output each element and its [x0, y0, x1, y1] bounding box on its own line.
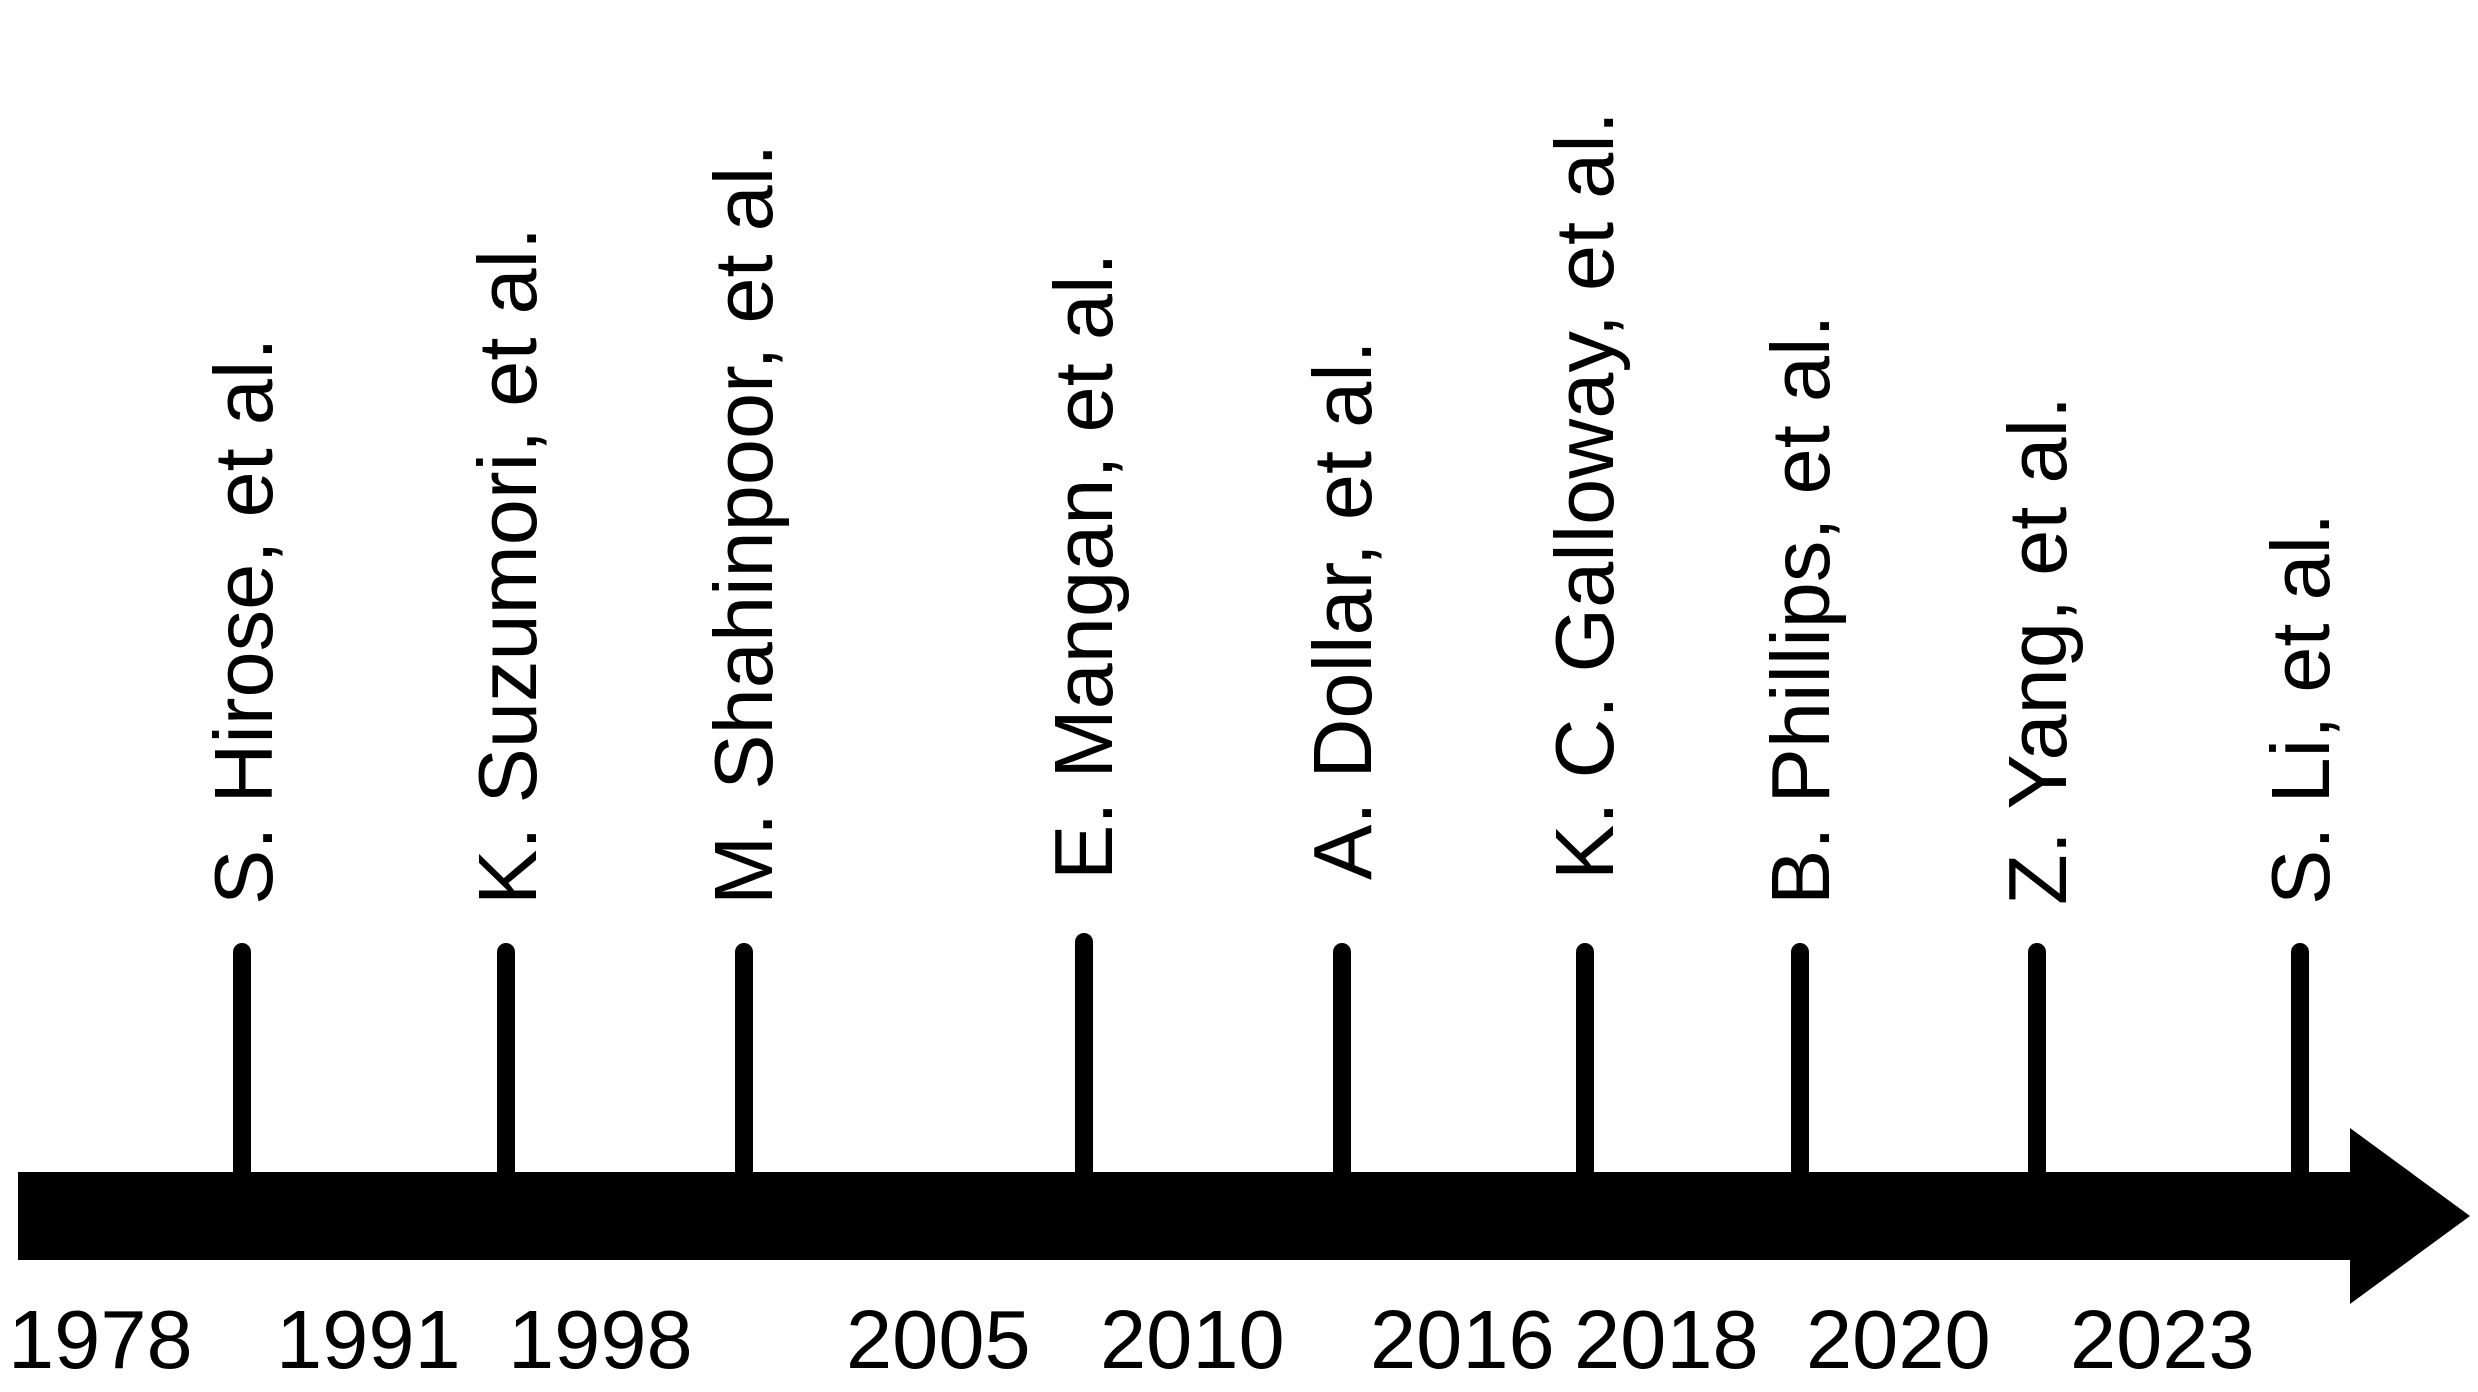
- author-labels: S. Hirose, et al. K. Suzumori, et al. M.…: [197, 111, 2347, 905]
- timeline-arrowhead: [2350, 1128, 2470, 1304]
- year-label: 1991: [276, 1293, 461, 1386]
- year-label: 2005: [846, 1293, 1031, 1386]
- timeline-bar: [18, 1172, 2358, 1260]
- year-label: 2020: [1806, 1293, 1991, 1386]
- author-label: K. Suzumori, et al.: [461, 227, 554, 905]
- author-label: S. Hirose, et al.: [197, 338, 290, 905]
- tick-marks: [233, 933, 2309, 1185]
- year-labels: 1978 1991 1998 2005 2010 2016 2018 2020 …: [8, 1293, 2255, 1386]
- year-label: 1998: [508, 1293, 693, 1386]
- year-label: 2010: [1100, 1293, 1285, 1386]
- author-label: K. C. Galloway, et al.: [1538, 111, 1631, 880]
- year-label: 2023: [2070, 1293, 2255, 1386]
- author-label: B. Phillips, et al.: [1754, 315, 1847, 905]
- author-label: Z. Yang, et al.: [1991, 396, 2084, 905]
- year-label: 1978: [8, 1293, 193, 1386]
- author-label: S. Li, et al.: [2254, 513, 2347, 905]
- year-label: 2016: [1370, 1293, 1555, 1386]
- author-label: M. Shahinpoor, et al.: [697, 144, 790, 905]
- year-label: 2018: [1574, 1293, 1759, 1386]
- author-label: A. Dollar, et al.: [1296, 340, 1389, 880]
- author-label: E. Mangan, et al.: [1037, 253, 1130, 881]
